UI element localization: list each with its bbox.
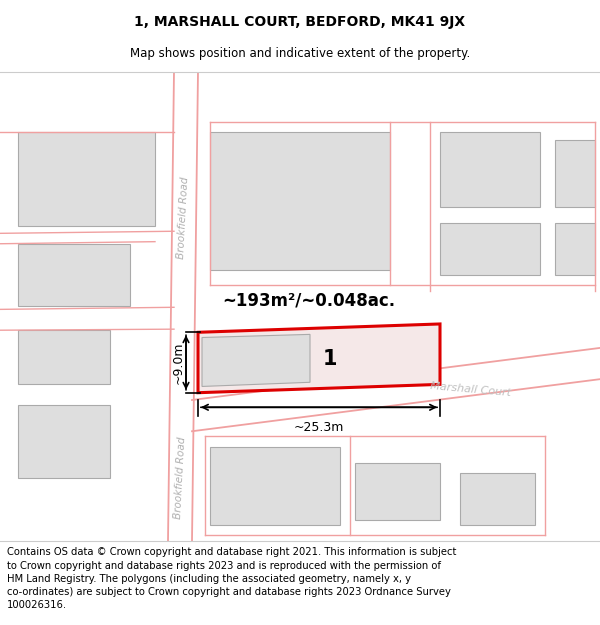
Text: ~9.0m: ~9.0m [172, 341, 185, 384]
Polygon shape [18, 244, 130, 306]
Polygon shape [202, 334, 310, 386]
Text: 1: 1 [323, 349, 337, 369]
Polygon shape [18, 132, 155, 226]
Polygon shape [210, 447, 340, 525]
Polygon shape [198, 324, 440, 392]
Polygon shape [18, 405, 110, 478]
Text: 1, MARSHALL COURT, BEDFORD, MK41 9JX: 1, MARSHALL COURT, BEDFORD, MK41 9JX [134, 14, 466, 29]
Text: ~25.3m: ~25.3m [294, 421, 344, 434]
Polygon shape [440, 223, 540, 275]
Text: Contains OS data © Crown copyright and database right 2021. This information is : Contains OS data © Crown copyright and d… [7, 548, 457, 610]
Text: ~193m²/~0.048ac.: ~193m²/~0.048ac. [222, 291, 395, 309]
Polygon shape [460, 473, 535, 525]
Polygon shape [18, 330, 110, 384]
Text: Brookfield Road: Brookfield Road [173, 437, 187, 519]
Polygon shape [355, 462, 440, 520]
Polygon shape [555, 139, 595, 208]
Polygon shape [555, 223, 595, 275]
Text: Brookfield Road: Brookfield Road [176, 176, 190, 259]
Text: Map shows position and indicative extent of the property.: Map shows position and indicative extent… [130, 48, 470, 61]
Polygon shape [440, 132, 540, 208]
Text: Marshall Court: Marshall Court [430, 381, 512, 398]
Polygon shape [210, 132, 390, 270]
